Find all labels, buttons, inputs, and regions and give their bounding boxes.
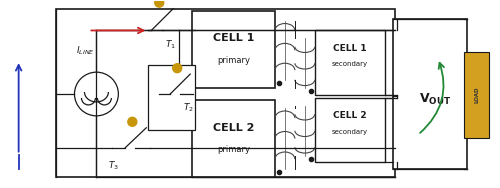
Bar [148, 65, 195, 130]
Circle shape [74, 72, 118, 116]
Text: CELL 1: CELL 1 [333, 44, 366, 53]
Text: $T_2$: $T_2$ [183, 102, 194, 114]
Text: $I_{LINE}$: $I_{LINE}$ [76, 44, 95, 57]
Text: primary: primary [217, 56, 250, 65]
Bar [192, 100, 275, 177]
Text: $T_3$: $T_3$ [108, 159, 120, 172]
Text: CELL 2: CELL 2 [213, 123, 254, 133]
Bar [56, 9, 394, 177]
Circle shape [128, 117, 137, 126]
Bar [464, 52, 489, 138]
Text: CELL 1: CELL 1 [213, 33, 254, 43]
Text: secondary: secondary [332, 61, 368, 67]
Text: $\mathbf{V_{OUT}}$: $\mathbf{V_{OUT}}$ [419, 91, 451, 107]
Text: CELL 2: CELL 2 [333, 111, 366, 120]
Circle shape [172, 64, 182, 73]
Text: secondary: secondary [332, 129, 368, 135]
Circle shape [155, 0, 164, 7]
Bar [315, 30, 384, 95]
Bar [315, 98, 384, 162]
Text: primary: primary [217, 145, 250, 154]
Text: LOAD: LOAD [474, 87, 480, 103]
Bar [392, 19, 468, 169]
Text: $T_1$: $T_1$ [165, 38, 176, 51]
Bar [192, 11, 275, 88]
